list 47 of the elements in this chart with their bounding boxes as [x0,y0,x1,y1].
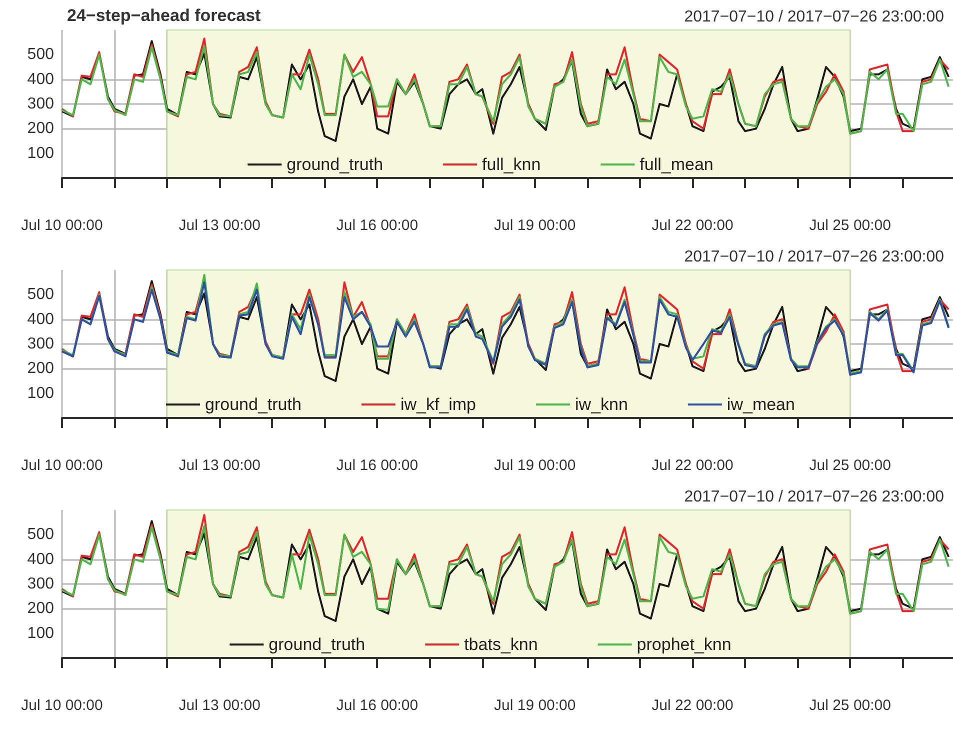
x-tick-label: Jul 19 00:00 [494,697,576,714]
legend-label: ground_truth [268,635,366,654]
y-tick-label: 500 [27,526,54,544]
x-tick-label: Jul 25 00:00 [809,697,891,714]
y-tick-label: 200 [27,360,54,378]
x-tick-label: Jul 25 00:00 [809,217,891,234]
legend-label: full_mean [640,155,714,174]
x-tick-label: Jul 22 00:00 [652,457,734,474]
y-tick-label: 500 [27,46,54,64]
y-tick-label: 300 [27,576,54,592]
y-tick-label: 300 [27,336,54,352]
legend-label: tbats_knn [464,635,538,654]
y-tick-label: 200 [27,600,54,618]
legend-label: ground_truth [205,395,302,414]
x-tick-label: Jul 13 00:00 [178,697,260,714]
y-tick-label: 300 [27,96,54,112]
legend-label: full_knn [482,155,541,174]
legend-label: iw_knn [575,395,628,414]
x-tick-label: Jul 13 00:00 [178,217,260,234]
y-tick-label: 200 [27,120,54,138]
y-tick-label: 400 [27,310,54,328]
x-tick-label: Jul 13 00:00 [178,457,260,474]
y-tick-label: 500 [27,286,54,304]
chart-subtitle: 2017−07−10 / 2017−07−26 23:00:00 [684,248,944,266]
legend-label: iw_mean [726,395,795,414]
legend-label: prophet_knn [636,635,732,654]
chart-subtitle: 2017−07−10 / 2017−07−26 23:00:00 [684,8,944,26]
y-tick-label: 400 [27,70,54,88]
legend-label: ground_truth [286,155,384,174]
x-tick-label: Jul 22 00:00 [652,217,734,234]
y-tick-label: 100 [27,144,54,162]
y-tick-label: 400 [27,550,54,568]
x-tick-label: Jul 16 00:00 [336,217,418,234]
x-tick-label: Jul 10 00:00 [21,217,103,234]
legend-label: iw_kf_imp [400,395,476,414]
x-tick-label: Jul 16 00:00 [336,697,418,714]
x-tick-label: Jul 19 00:00 [494,457,576,474]
x-tick-label: Jul 25 00:00 [809,457,891,474]
x-tick-label: Jul 10 00:00 [21,697,103,714]
chart-subtitle: 2017−07−10 / 2017−07−26 23:00:00 [684,488,944,506]
x-tick-label: Jul 19 00:00 [494,217,576,234]
x-tick-label: Jul 22 00:00 [652,697,734,714]
x-tick-label: Jul 16 00:00 [336,457,418,474]
chart-title: 24−step−ahead forecast [67,6,262,25]
x-tick-label: Jul 10 00:00 [21,457,103,474]
y-tick-label: 100 [27,624,54,642]
y-tick-label: 100 [27,384,54,402]
